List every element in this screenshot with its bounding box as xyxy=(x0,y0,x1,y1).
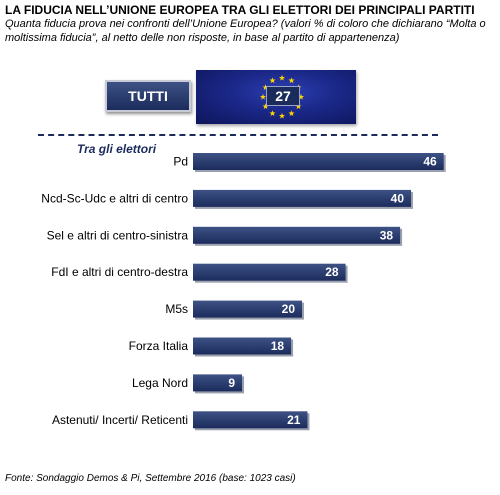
category-label: Ncd-Sc-Udc e altri di centro xyxy=(41,191,188,205)
value-label: 40 xyxy=(391,191,405,205)
bar-chart: Pd 46 Ncd-Sc-Udc e altri di centro 40 Sel e … xyxy=(41,153,446,431)
chart-title: LA FIDUCIA NELL’UNIONE EUROPEA TRA GLI E… xyxy=(5,3,475,17)
eu-star-icon xyxy=(262,84,269,91)
bar xyxy=(193,374,243,392)
total-label: TUTTI xyxy=(128,88,168,104)
eu-star-icon xyxy=(288,110,295,117)
section-label: Tra gli elettori xyxy=(77,142,157,156)
bar xyxy=(193,153,444,170)
eu-star-icon xyxy=(269,110,276,117)
category-label: FdI e altri di centro-destra xyxy=(51,265,188,279)
value-label: 21 xyxy=(287,413,301,427)
eu-star-icon xyxy=(269,77,276,84)
bar xyxy=(193,300,302,318)
value-label: 46 xyxy=(423,155,437,169)
category-label: Sel e altri di centro-sinistra xyxy=(47,228,189,242)
source-note: Fonte: Sondaggio Demos & Pi, Settembre 2… xyxy=(5,473,296,484)
eu-star-icon xyxy=(262,103,269,110)
value-label: 9 xyxy=(228,376,235,390)
bar xyxy=(193,263,346,281)
category-label: Astenuti/ Incerti/ Reticenti xyxy=(52,413,188,427)
category-label: M5s xyxy=(165,302,188,316)
bar xyxy=(193,411,308,429)
eu-star-icon xyxy=(288,77,295,84)
chart-subtitle: Quanta fiducia prova nei confronti dell’… xyxy=(5,18,486,44)
eu-star-icon xyxy=(278,74,286,81)
category-label: Pd xyxy=(173,155,188,169)
section-divider xyxy=(38,134,438,136)
total-value: 27 xyxy=(266,86,300,106)
eu-star-icon xyxy=(297,93,305,100)
bar xyxy=(193,226,401,244)
bar xyxy=(193,189,411,207)
eu-star-icon xyxy=(278,112,286,119)
value-label: 18 xyxy=(271,339,285,353)
total-label-box: TUTTI xyxy=(105,80,191,112)
value-label: 38 xyxy=(380,228,394,242)
value-label: 20 xyxy=(282,302,296,316)
value-label: 28 xyxy=(325,265,339,279)
category-label: Forza Italia xyxy=(129,339,189,353)
eu-star-icon xyxy=(295,103,302,110)
category-label: Lega Nord xyxy=(132,376,188,390)
bar xyxy=(193,337,292,355)
eu-star-icon xyxy=(259,93,267,100)
